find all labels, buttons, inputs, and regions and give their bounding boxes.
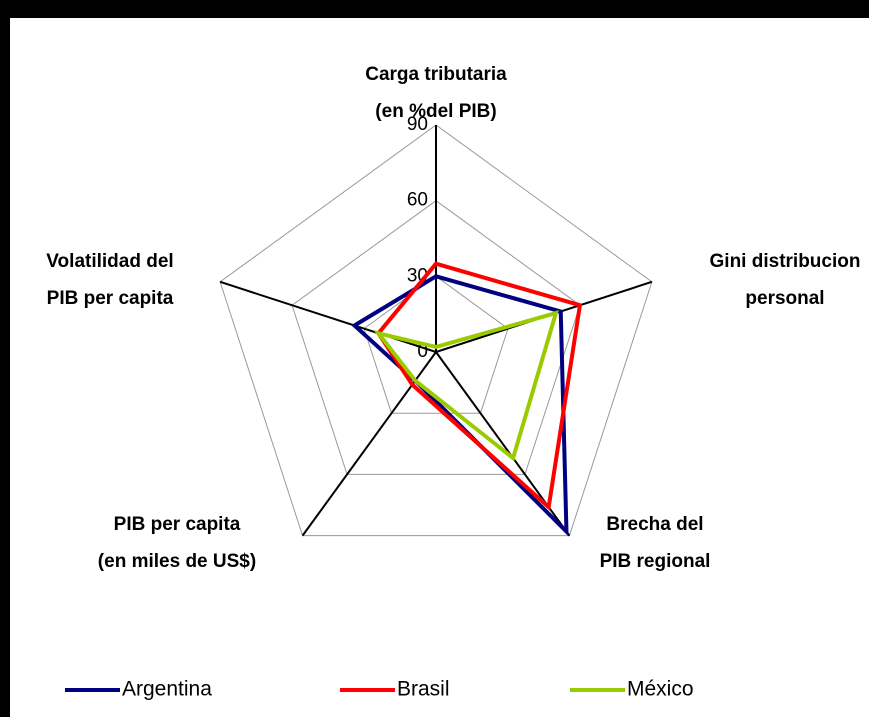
category-label: Gini distribucion (710, 251, 861, 272)
tick-label: 90 (407, 114, 428, 135)
category-label: (en miles de US$) (98, 551, 256, 572)
series-line (375, 261, 583, 512)
tick-label: 60 (407, 190, 428, 211)
grid-ring (363, 275, 509, 414)
category-label: Brecha del (606, 514, 703, 535)
series-line (373, 310, 559, 462)
category-label: personal (745, 288, 824, 309)
category-label: PIB per capita (47, 288, 174, 309)
category-label: Volatilidad del (46, 251, 173, 272)
legend-label: Brasil (397, 678, 450, 701)
legend-label: Argentina (122, 678, 212, 701)
legend-label: México (627, 678, 694, 701)
axis-line (301, 351, 437, 537)
plot-area (10, 18, 869, 717)
category-label: PIB per capita (114, 514, 241, 535)
category-label: Carga tributaria (365, 64, 507, 85)
tick-label: 0 (417, 341, 428, 362)
grid-ring (291, 200, 581, 475)
category-label: (en %del PIB) (375, 101, 496, 122)
category-label: PIB regional (600, 551, 711, 572)
grid-ring (219, 124, 653, 537)
